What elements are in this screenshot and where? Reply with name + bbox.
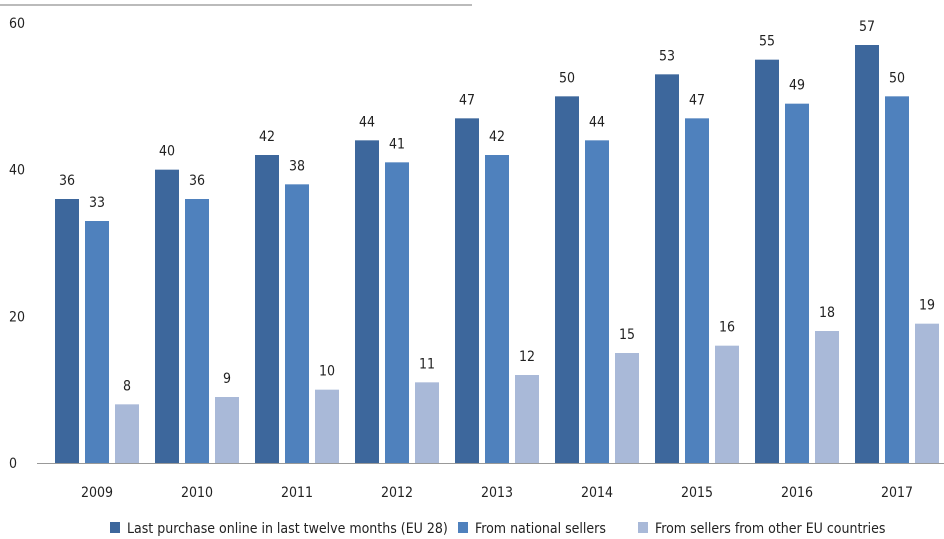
- bar: [485, 155, 509, 463]
- y-axis-ticks: 0 20 40 60: [9, 16, 25, 472]
- x-tick-label: 2015: [681, 485, 713, 501]
- bar: [285, 184, 309, 464]
- data-label: 8: [123, 378, 131, 394]
- bar: [585, 140, 609, 464]
- bar: [385, 162, 409, 464]
- data-label: 50: [889, 70, 905, 86]
- y-tick-label: 0: [9, 456, 17, 472]
- x-tick-label: 2014: [581, 485, 613, 501]
- bar: [355, 140, 379, 464]
- x-tick-label: 2016: [781, 485, 813, 501]
- bar: [685, 118, 709, 463]
- x-tick-label: 2017: [881, 485, 913, 501]
- data-label: 47: [689, 92, 705, 108]
- bar: [655, 74, 679, 463]
- data-label: 49: [789, 78, 805, 94]
- bar: [415, 382, 439, 463]
- bar: [885, 96, 909, 463]
- data-label: 38: [289, 158, 305, 174]
- bar: [55, 199, 79, 463]
- legend-swatch: [458, 522, 468, 533]
- legend-label: From sellers from other EU countries: [655, 521, 885, 537]
- data-label: 12: [519, 349, 535, 365]
- bar: [255, 155, 279, 463]
- legend-label: Last purchase online in last twelve mont…: [127, 521, 448, 537]
- bar: [515, 375, 539, 463]
- legend-swatch: [110, 522, 120, 533]
- bar: [455, 118, 479, 463]
- data-label: 36: [189, 173, 205, 189]
- bar: [315, 389, 339, 463]
- data-label: 42: [259, 129, 275, 145]
- x-tick-label: 2011: [281, 485, 313, 501]
- bar: [615, 353, 639, 463]
- x-tick-label: 2010: [181, 485, 213, 501]
- y-tick-label: 60: [9, 16, 25, 32]
- bar: [815, 331, 839, 463]
- data-label: 40: [159, 144, 175, 160]
- x-axis-ticks: 2009 2010 2011 2012 2013 2014 2015 2016 2017: [81, 485, 913, 501]
- data-label: 57: [859, 19, 875, 35]
- data-label: 19: [919, 298, 935, 314]
- bar: [855, 45, 879, 463]
- bar: [755, 59, 779, 464]
- data-label: 42: [489, 129, 505, 145]
- data-label: 41: [389, 136, 405, 152]
- data-label: 9: [223, 371, 231, 387]
- legend: Last purchase online in last twelve mont…: [110, 521, 885, 537]
- bar: [85, 221, 109, 463]
- x-tick-label: 2013: [481, 485, 513, 501]
- y-tick-label: 20: [9, 309, 25, 325]
- bar: [715, 345, 739, 463]
- bar: [555, 96, 579, 463]
- data-label: 15: [619, 327, 635, 343]
- data-label: 44: [359, 114, 375, 130]
- bar: [215, 397, 239, 463]
- data-label: 11: [419, 356, 435, 372]
- data-label: 36: [59, 173, 75, 189]
- bar: [915, 323, 939, 463]
- x-tick-label: 2009: [81, 485, 113, 501]
- bar: [785, 103, 809, 464]
- bar: [155, 169, 179, 463]
- legend-label: From national sellers: [475, 521, 606, 537]
- bars: [55, 45, 939, 464]
- data-label: 10: [319, 364, 335, 380]
- data-label: 33: [89, 195, 105, 211]
- bar: [185, 199, 209, 463]
- data-label: 44: [589, 114, 605, 130]
- data-label: 53: [659, 48, 675, 64]
- data-label: 16: [719, 320, 735, 336]
- data-label: 50: [559, 70, 575, 86]
- bar: [115, 404, 139, 463]
- data-label: 55: [759, 34, 775, 50]
- data-labels: 36 33 8 40 36 9 42 38 10 44 41 11 47 42 12 50 44 15 53 47 16…: [59, 19, 935, 394]
- data-label: 47: [459, 92, 475, 108]
- x-tick-label: 2012: [381, 485, 413, 501]
- legend-swatch: [638, 522, 648, 533]
- y-tick-label: 40: [9, 163, 25, 179]
- data-label: 18: [819, 305, 835, 321]
